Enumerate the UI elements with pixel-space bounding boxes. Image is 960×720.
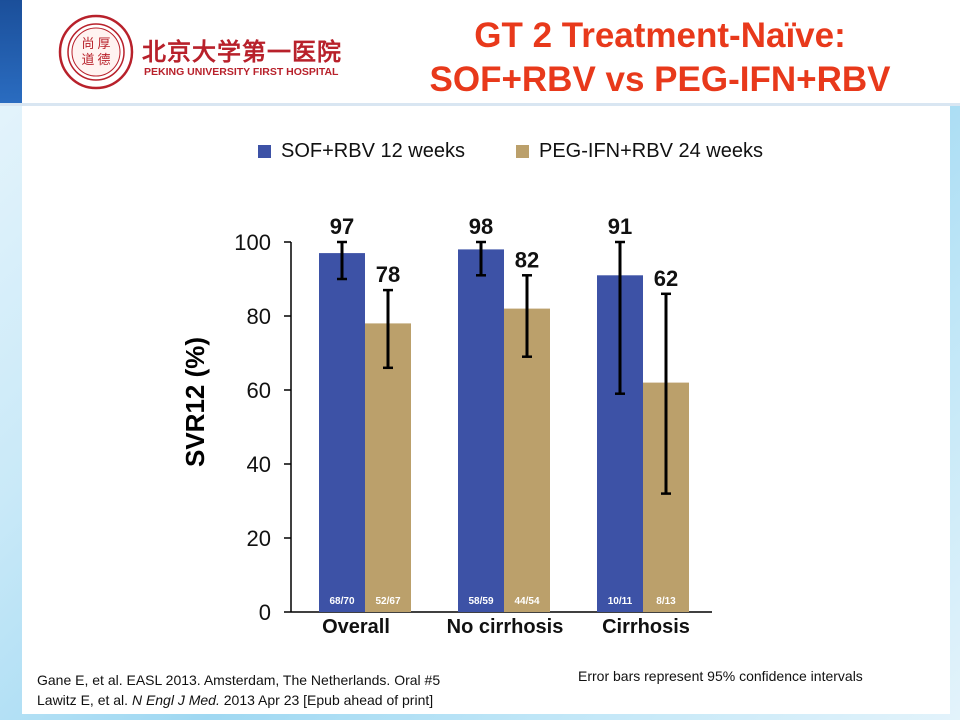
legend-swatch-peg-ifn-rbv xyxy=(516,144,529,158)
footnote-ref-lawitz: Lawitz E, et al. N Engl J Med. 2013 Apr … xyxy=(37,692,433,708)
bar xyxy=(458,249,504,612)
bar xyxy=(319,253,365,612)
hospital-logo: 尚厚道德 北京大学第一医院 PEKING UNIVERSITY FIRST HO… xyxy=(58,14,348,94)
header-accent-strip xyxy=(0,0,22,103)
seal-char: 尚 xyxy=(81,36,94,51)
header-divider xyxy=(0,103,960,106)
bar-count-label: 44/54 xyxy=(514,596,539,607)
y-tick-label: 60 xyxy=(247,378,271,403)
bar-value-label: 97 xyxy=(330,214,354,239)
y-tick-label: 100 xyxy=(234,230,271,255)
seal-char: 厚 xyxy=(97,36,110,51)
footnote-ref-lawitz-journal: N Engl J Med. xyxy=(131,692,220,708)
title-line-2: SOF+RBV vs PEG-IFN+RBV xyxy=(429,60,891,99)
bar-count-label: 52/67 xyxy=(375,596,400,607)
y-tick-label: 80 xyxy=(247,304,271,329)
bar xyxy=(504,308,550,612)
x-category-label: Cirrhosis xyxy=(602,616,690,638)
logo-chinese-name: 北京大学第一医院 xyxy=(142,37,342,66)
legend-item-sof-rbv: SOF+RBV 12 weeks xyxy=(258,140,465,162)
slide-title: GT 2 Treatment-Naïve: SOF+RBV vs PEG-IFN… xyxy=(380,14,940,102)
bar-value-label: 98 xyxy=(469,214,493,239)
seal-char: 德 xyxy=(97,52,110,67)
title-line-1: GT 2 Treatment-Naïve: xyxy=(474,16,846,55)
x-category-label: Overall xyxy=(322,616,390,638)
bar-count-label: 8/13 xyxy=(656,596,676,607)
bar-value-label: 62 xyxy=(654,266,678,291)
legend-label-sof-rbv: SOF+RBV 12 weeks xyxy=(281,139,465,162)
bar-count-label: 58/59 xyxy=(468,596,493,607)
bar-value-label: 78 xyxy=(376,262,400,287)
y-tick-label: 0 xyxy=(259,600,271,625)
footnote-ref-lawitz-author: Lawitz E, et al. xyxy=(37,692,132,708)
footnote-ref-lawitz-rest: 2013 Apr 23 [Epub ahead of print] xyxy=(219,692,434,708)
y-axis-label: SVR12 (%) xyxy=(180,337,210,467)
hospital-seal-icon: 尚厚道德 xyxy=(58,14,134,90)
seal-char: 道 xyxy=(81,52,94,67)
header-band xyxy=(0,0,960,103)
bar-count-label: 68/70 xyxy=(329,596,354,607)
legend-swatch-sof-rbv xyxy=(258,144,271,158)
bar xyxy=(365,323,411,612)
y-tick-label: 40 xyxy=(247,452,271,477)
y-tick-label: 20 xyxy=(247,526,271,551)
bar-count-label: 10/11 xyxy=(608,596,633,607)
legend-label-peg-ifn-rbv: PEG-IFN+RBV 24 weeks xyxy=(539,139,763,162)
bar-value-label: 82 xyxy=(515,247,539,272)
footnote-error-bars: Error bars represent 95% confidence inte… xyxy=(578,668,863,684)
footnote-ref-gane: Gane E, et al. EASL 2013. Amsterdam, The… xyxy=(37,672,441,688)
logo-english-name: PEKING UNIVERSITY FIRST HOSPITAL xyxy=(144,66,339,78)
x-category-label: No cirrhosis xyxy=(447,616,564,638)
bar-value-label: 91 xyxy=(608,214,632,239)
legend-item-peg-ifn-rbv: PEG-IFN+RBV 24 weeks xyxy=(516,140,763,162)
